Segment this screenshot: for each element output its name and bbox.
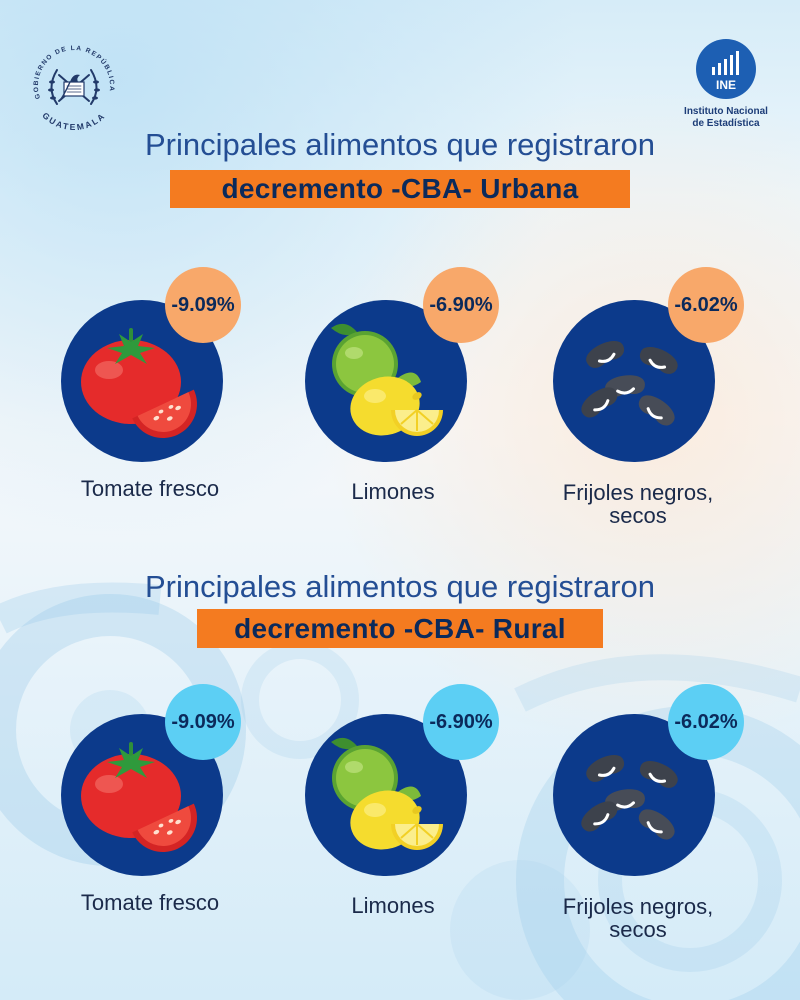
ine-logo: INE Instituto Nacional de Estadística [676,38,776,130]
lemons-icon [305,714,467,876]
section-title: Principales alimentos que registraron [144,127,656,162]
section-banner: decremento -CBA- Rural [197,609,603,648]
food-label: Limones [351,893,435,918]
food-label: Frijoles negros, secos [562,480,714,528]
change-badge: -6.90% [423,684,499,760]
tomato-icon [61,300,223,462]
coat-of-arms-emblem [48,69,100,105]
black-beans-icon [553,714,715,876]
food-label: Tomate fresco [80,476,220,501]
food-label: Limones [351,479,435,504]
black-beans-icon [553,300,715,462]
section-title: Principales alimentos que registraron [144,569,656,604]
food-label: Frijoles negros, secos [562,894,714,942]
food-label: Tomate fresco [80,890,220,915]
guatemala-coat-of-arms-icon: GOBIERNO DE LA REPÚBLICA GUATEMALA [33,45,115,132]
change-badge: -6.02% [668,267,744,343]
government-seal-logo: GOBIERNO DE LA REPÚBLICA GUATEMALA [26,38,122,134]
ine-name-line2: de Estadística [692,118,760,129]
change-badge: -6.02% [668,684,744,760]
change-badge: -9.09% [165,684,241,760]
change-badge: -9.09% [165,267,241,343]
section-banner: decremento -CBA- Urbana [170,170,630,208]
ine-abbreviation: INE [716,78,736,92]
bar-chart-icon: INE [696,39,756,99]
change-badge: -6.90% [423,267,499,343]
ine-name-line1: Instituto Nacional [684,106,768,117]
lemons-icon [305,300,467,462]
